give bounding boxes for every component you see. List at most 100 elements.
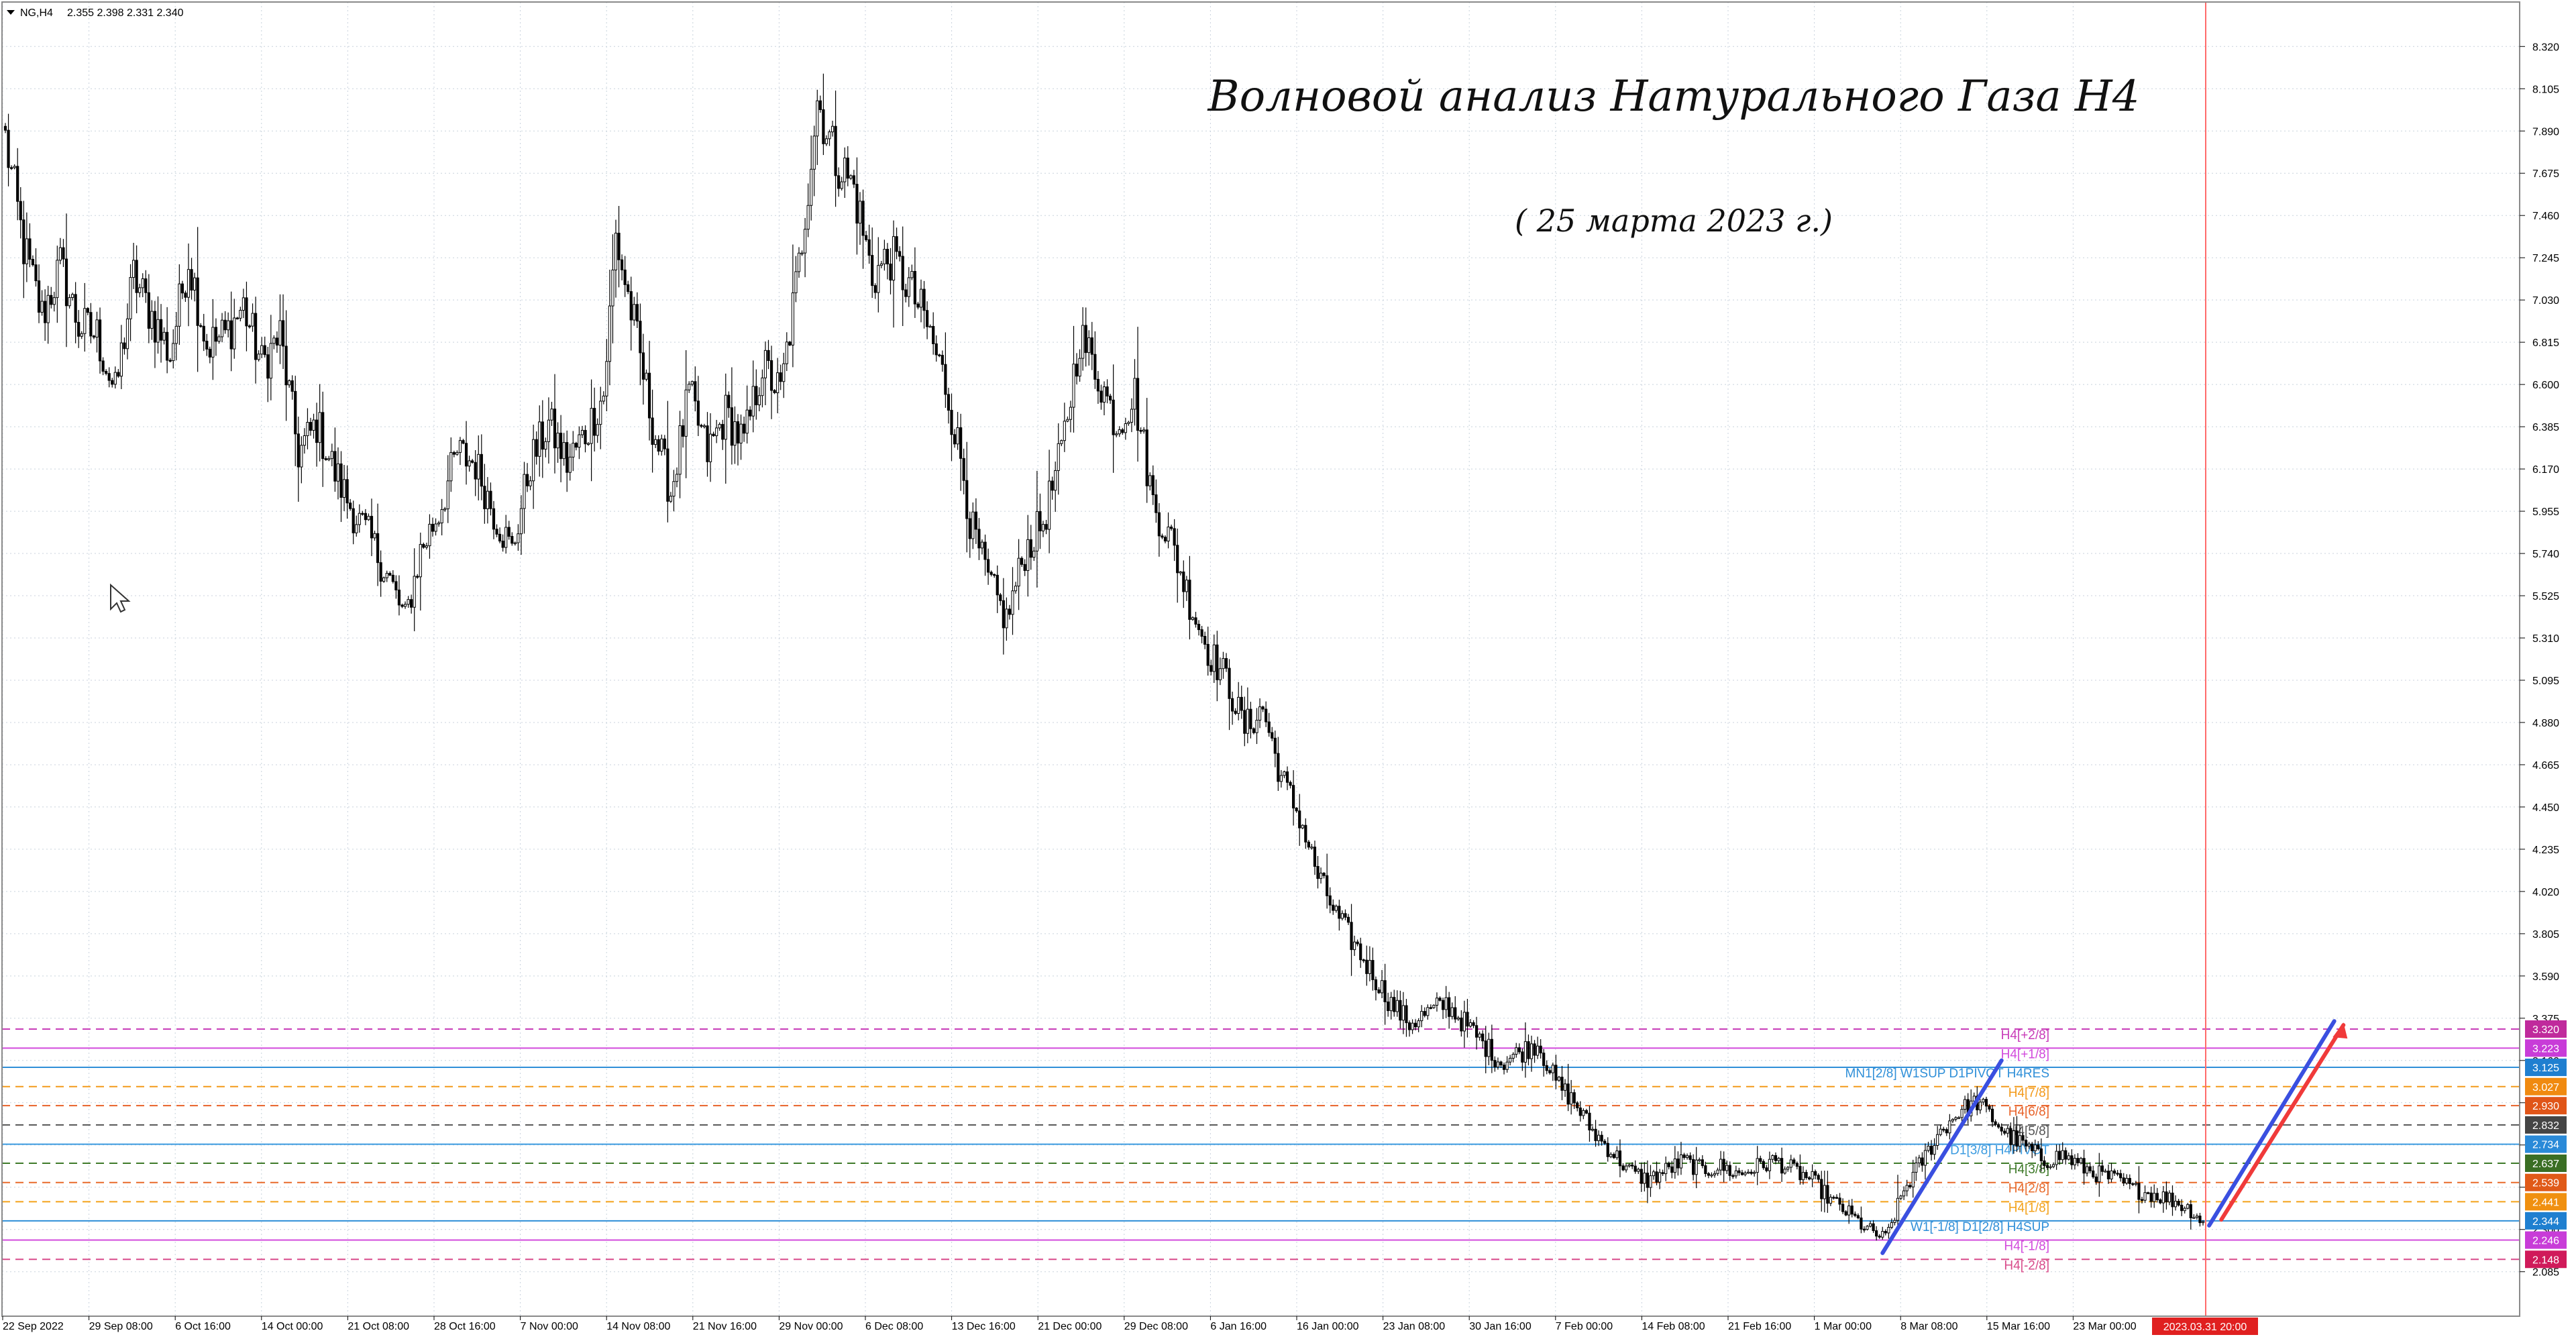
candle-body	[318, 412, 321, 443]
candle-body	[1475, 1025, 1479, 1038]
candle-body	[376, 533, 380, 564]
candle-body	[1582, 1110, 1585, 1116]
candle-body	[239, 309, 242, 319]
candle-body	[1954, 1117, 1957, 1120]
price-tick-label: 5.955	[2532, 506, 2559, 518]
candle-body	[1679, 1154, 1683, 1169]
chart-header[interactable]: NG,H4 2.355 2.398 2.331 2.340	[7, 7, 184, 19]
time-axis: 22 Sep 2022 29 Sep 08:00 6 Oct 16:00 14 Oct…	[2, 1316, 2258, 1335]
time-tick-label: 23 Mar 00:00	[2073, 1321, 2136, 1332]
candle-body	[694, 381, 697, 402]
candle-body	[718, 424, 721, 429]
candle-body	[1200, 629, 1203, 637]
candle-body	[443, 508, 447, 511]
candle-body	[2183, 1208, 2186, 1212]
candle-body	[2106, 1171, 2110, 1179]
candle-body	[657, 439, 660, 452]
candle-body	[1945, 1129, 1948, 1134]
candle-body	[2116, 1173, 2119, 1175]
wave-line	[2207, 1019, 2337, 1228]
candle-body	[1661, 1172, 1664, 1175]
candle-body	[1982, 1099, 1985, 1103]
candle-body	[837, 175, 841, 189]
candle-body	[278, 320, 282, 345]
candle-body	[1478, 1033, 1481, 1038]
time-tick-label: 21 Dec 00:00	[1038, 1321, 1102, 1332]
candle-body	[1548, 1070, 1552, 1073]
candle-body	[1157, 512, 1161, 537]
candle-body	[1493, 1060, 1497, 1068]
candle-body	[1750, 1171, 1753, 1174]
candle-body	[294, 390, 297, 435]
candle-body	[2192, 1217, 2196, 1219]
candle-body	[791, 292, 795, 345]
candle-body	[1401, 1005, 1405, 1021]
candle-body	[1929, 1145, 1933, 1155]
candle-body	[785, 341, 788, 364]
candle-body	[1884, 1231, 1887, 1234]
candle-body	[2033, 1144, 2037, 1151]
candle-body	[1765, 1167, 1768, 1171]
candle-body	[1838, 1197, 1841, 1205]
level-price-tag-label: 2.148	[2532, 1254, 2559, 1266]
candle-body	[507, 527, 511, 537]
candle-body	[324, 458, 327, 460]
time-tick-label: 13 Dec 16:00	[952, 1321, 1016, 1332]
candle-body	[1893, 1220, 1896, 1223]
candle-body	[2143, 1192, 2147, 1201]
candle-body	[77, 321, 80, 337]
candle-body	[895, 236, 898, 252]
candle-body	[1795, 1163, 1799, 1167]
candle-body	[605, 361, 608, 396]
candle-body	[1182, 572, 1185, 592]
candle-body	[1927, 1145, 1930, 1151]
candle-body	[690, 381, 694, 385]
candle-body	[80, 333, 83, 337]
candle-body	[2094, 1176, 2098, 1183]
candle-body	[190, 269, 193, 290]
candle-body	[178, 283, 181, 327]
candle-body	[144, 278, 148, 293]
candle-body	[974, 511, 978, 530]
candle-body	[525, 474, 529, 486]
time-tick-label: 21 Feb 16:00	[1728, 1321, 1791, 1332]
time-tick-label: 7 Nov 00:00	[521, 1321, 578, 1332]
candle-body	[511, 536, 514, 544]
price-tick-label: 5.310	[2532, 633, 2559, 645]
level-price-tag-label: 3.223	[2532, 1043, 2559, 1055]
candle-body	[1243, 710, 1246, 734]
candle-body	[333, 451, 337, 482]
candle-body	[2119, 1173, 2123, 1179]
candle-body	[708, 433, 712, 462]
candle-body	[1136, 378, 1140, 431]
candle-body	[462, 440, 465, 444]
candle-body	[1655, 1171, 1658, 1183]
level-price-tag-label: 2.344	[2532, 1216, 2559, 1228]
candle-body	[675, 474, 679, 482]
candle-body	[812, 136, 816, 170]
candle-body	[501, 541, 504, 548]
candle-body	[1344, 913, 1347, 918]
candle-body	[474, 462, 477, 480]
candle-body	[125, 318, 129, 350]
price-tick-label: 8.320	[2532, 42, 2559, 53]
level-price-tag	[2525, 1173, 2567, 1191]
candle-body	[2025, 1140, 2028, 1146]
price-tick-label: 5.525	[2532, 591, 2559, 602]
candle-body	[1393, 997, 1396, 1012]
candle-body	[1817, 1175, 1820, 1180]
candle-body	[28, 238, 32, 260]
candle-body	[342, 479, 346, 498]
candle-body	[2067, 1155, 2070, 1160]
candle-body	[519, 508, 523, 535]
candle-body	[1487, 1038, 1491, 1057]
candle-body	[1862, 1228, 1866, 1231]
candle-body	[288, 380, 291, 386]
candle-body	[64, 258, 68, 307]
arrowhead-icon	[2332, 1022, 2348, 1039]
candle-body	[822, 109, 825, 144]
chevron-down-icon[interactable]	[7, 10, 15, 15]
candle-body	[1542, 1053, 1546, 1066]
candle-body	[1210, 665, 1213, 672]
candle-body	[2070, 1155, 2074, 1165]
